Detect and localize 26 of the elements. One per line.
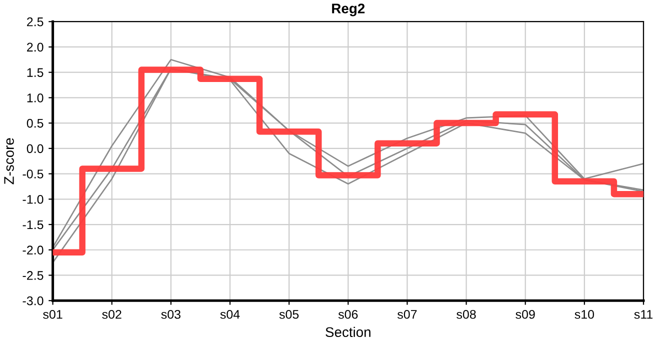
y-tick-label: 0.0: [26, 144, 44, 154]
x-tick-label: s03: [161, 310, 180, 319]
x-tick-label: s05: [279, 310, 299, 319]
y-tick-label: -2.0: [22, 246, 44, 255]
x-tick-label: s07: [397, 310, 417, 319]
y-tick-label: -3.0: [22, 296, 44, 306]
x-axis-title: Section: [326, 326, 370, 338]
y-tick-label: 2.0: [27, 42, 44, 52]
x-tick-label: s01: [43, 310, 62, 319]
y-tick-label: 1.0: [27, 93, 44, 102]
x-tick-label: s04: [220, 310, 240, 319]
y-tick-label: -1.5: [22, 220, 44, 230]
y-tick-label: -2.5: [22, 271, 44, 280]
y-tick-label: -0.5: [22, 170, 44, 178]
y-axis-title: Z-score: [4, 138, 14, 184]
y-tick-label: 2.5: [27, 17, 44, 26]
x-tick-label: s06: [338, 310, 358, 319]
chart-title: Reg2: [332, 4, 365, 16]
y-tick-label: 1.5: [27, 68, 44, 77]
x-tick-label: s09: [516, 310, 535, 319]
x-tick-label: s10: [574, 310, 594, 319]
y-tick-label: -1.0: [22, 194, 44, 204]
x-tick-label: s02: [102, 310, 122, 319]
y-tick-label: 0.5: [26, 118, 44, 128]
x-tick-label: s11: [634, 310, 653, 319]
x-tick-label: s08: [456, 310, 476, 319]
